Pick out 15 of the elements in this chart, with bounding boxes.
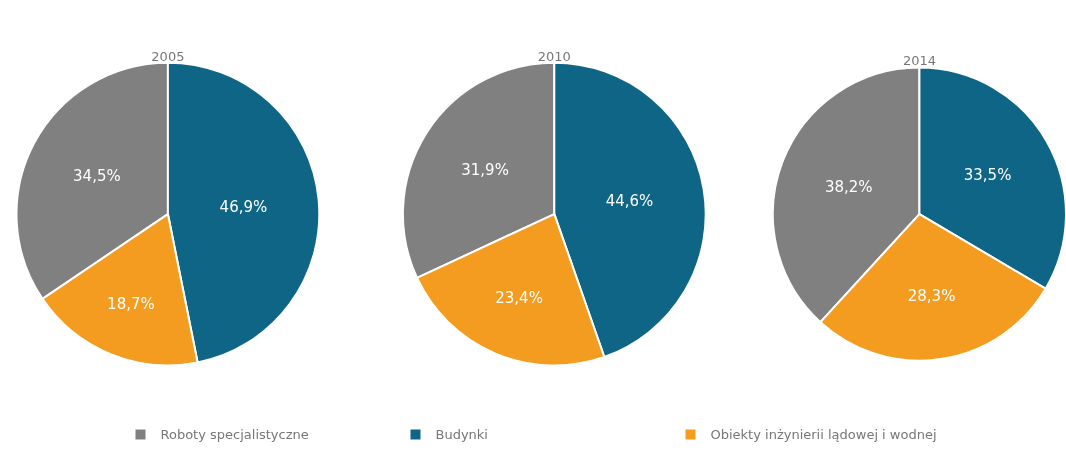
chart-title: 2010 bbox=[537, 48, 571, 64]
data-label: 44,6% bbox=[605, 192, 654, 211]
legend-label: Roboty specjalistyczne bbox=[160, 427, 309, 443]
data-label: 23,4% bbox=[495, 288, 543, 307]
data-label: 34,5% bbox=[73, 167, 121, 186]
data-label: 33,5% bbox=[963, 166, 1012, 185]
data-label: 18,7% bbox=[107, 295, 155, 314]
chart-title: 2005 bbox=[151, 48, 185, 64]
legend-label: Obiekty inżynierii lądowej i wodnej bbox=[710, 427, 937, 443]
data-label: 38,2% bbox=[824, 177, 873, 196]
data-label: 28,3% bbox=[907, 286, 956, 305]
data-label: 31,9% bbox=[461, 160, 509, 179]
legend-label: Budynki bbox=[435, 427, 488, 443]
chart-title: 2014 bbox=[902, 53, 936, 69]
data-label: 46,9% bbox=[219, 197, 268, 216]
